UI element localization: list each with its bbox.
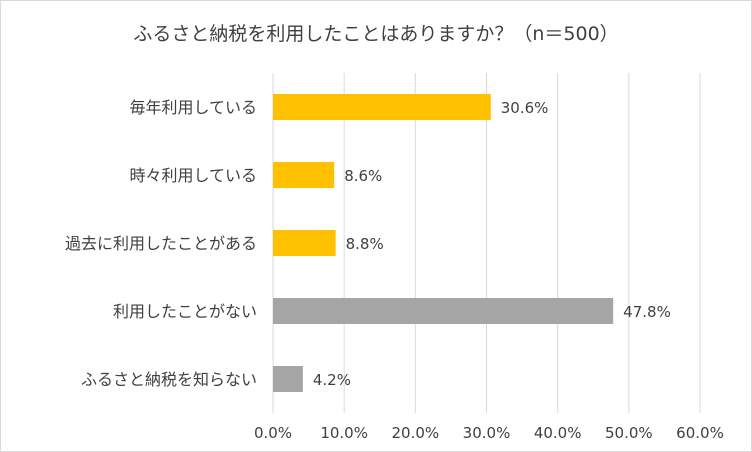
x-tick-label: 40.0% [534,424,582,442]
bar [273,230,336,256]
x-tick-label: 50.0% [605,424,653,442]
bar [273,162,335,188]
category-label: 時々利用している [129,166,257,185]
data-label: 30.6% [501,99,549,117]
x-tick-label: 60.0% [676,424,724,442]
category-label: ふるさと納税を知らない [81,370,257,389]
data-label: 47.8% [623,303,671,321]
data-label: 4.2% [313,371,351,389]
data-label: 8.8% [346,235,384,253]
bar [273,366,303,392]
category-label: 利用したことがない [113,302,257,321]
chart-title: ふるさと納税を利用したことはありますか？（n＝500） [133,23,619,45]
x-tick-label: 20.0% [392,424,440,442]
x-tick-label: 30.0% [463,424,511,442]
bar [273,298,614,324]
x-tick-label: 0.0% [254,424,292,442]
x-tick-label: 10.0% [320,424,368,442]
data-label: 8.6% [344,167,382,185]
bar [273,94,491,120]
category-label: 過去に利用したことがある [65,234,257,253]
category-label: 毎年利用している [129,98,257,117]
